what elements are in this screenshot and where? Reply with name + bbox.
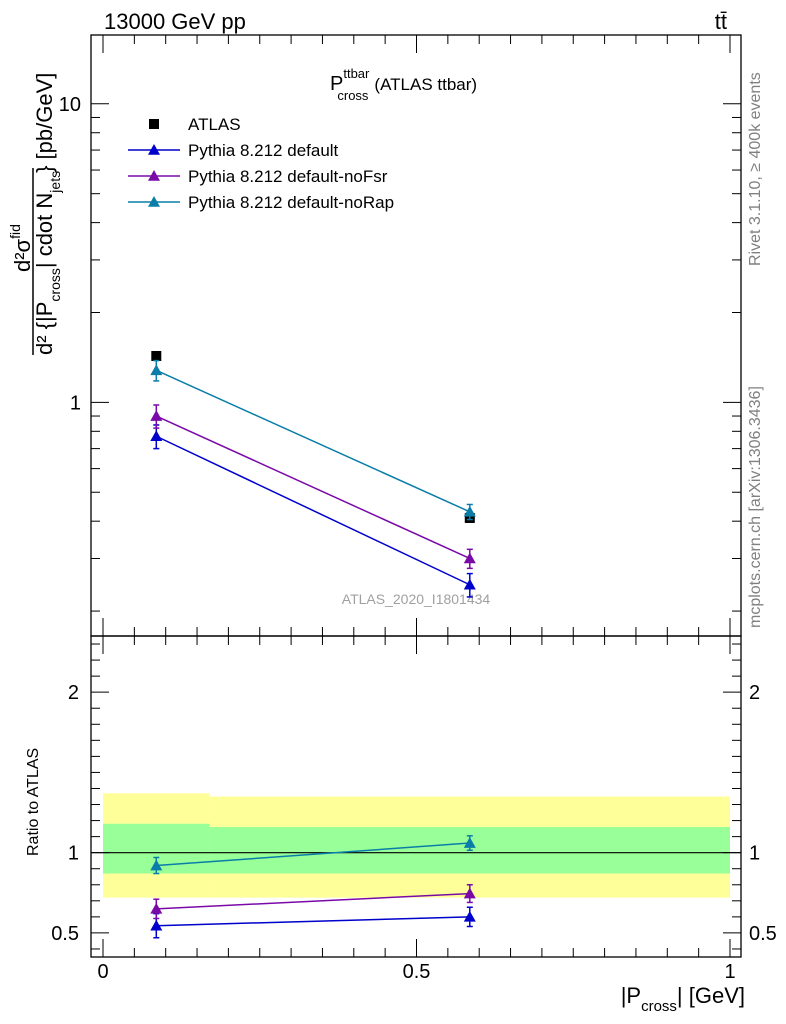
- main-y-axis-label: d²σfid d² {|Pcross| cdot Njets} [pb/GeV]: [7, 73, 63, 355]
- x-tick-label: 0: [97, 961, 108, 983]
- y-label-numerator: d²σfid: [7, 224, 35, 272]
- energy-label: 13000 GeV pp: [104, 9, 246, 34]
- ratio-point-noFsr: [463, 887, 476, 899]
- y-tick-label-main: 1: [70, 392, 81, 414]
- legend-marker-noFsr: [148, 170, 160, 181]
- x-tick-label: 0.5: [403, 961, 431, 983]
- y-label-denominator: d² {|Pcross| cdot Njets} [pb/GeV]: [32, 73, 63, 355]
- series-line-noFsr: [155, 415, 471, 560]
- data-point-noRap: [150, 364, 163, 376]
- ratio-line-noRap: [156, 842, 470, 867]
- ratio-panel: 0 0.5 1 0.5 0.5 1 1 2 2: [51, 635, 777, 983]
- plot-title: Pttbar cross (ATLAS ttbar): [330, 66, 477, 103]
- legend-label-noRap: Pythia 8.212 default-noRap: [188, 193, 394, 212]
- y-tick-label-ratio-right: 1: [749, 843, 760, 865]
- legend-marker-ATLAS: [149, 119, 159, 129]
- series-line-default: [155, 435, 471, 586]
- plot-title-main: P: [330, 73, 343, 95]
- plot-title-sub: cross: [337, 88, 369, 103]
- plot-title-sup: ttbar: [343, 66, 370, 81]
- y-tick-label-ratio: 2: [68, 682, 79, 704]
- plot-title-suffix: (ATLAS ttbar): [374, 75, 477, 94]
- data-point-ATLAS: [151, 350, 162, 361]
- ratio-y-axis-label: Ratio to ATLAS: [25, 748, 42, 856]
- legend: ATLAS Pythia 8.212 default Pythia 8.212 de…: [128, 115, 394, 212]
- ratio-point-noRap: [150, 859, 163, 871]
- legend-label-noFsr: Pythia 8.212 default-noFsr: [188, 167, 388, 186]
- ratio-line-default: [156, 916, 470, 927]
- mcplots-label: mcplots.cern.ch [arXiv:1306.3436]: [747, 386, 764, 628]
- process-label: tt̄: [715, 9, 727, 34]
- rivet-label: Rivet 3.1.10, ≥ 400k events: [747, 72, 764, 266]
- y-tick-label-ratio-right: 0.5: [749, 923, 777, 945]
- y-tick-label-ratio-right: 2: [749, 682, 760, 704]
- series-line-noRap: [155, 369, 471, 513]
- main-panel: 1 10: [59, 34, 742, 637]
- ratio-point-noFsr: [150, 902, 163, 914]
- ratio-line-noFsr: [156, 892, 470, 910]
- y-tick-label-main: 10: [59, 94, 81, 116]
- x-axis-label: |Pcross| [GeV]: [621, 983, 745, 1015]
- ratio-point-noRap: [463, 837, 476, 848]
- legend-label-ATLAS: ATLAS: [188, 115, 241, 134]
- ratio-point-default: [150, 919, 163, 931]
- y-tick-label-ratio: 1: [68, 843, 79, 865]
- y-tick-label-ratio: 0.5: [51, 923, 79, 945]
- data-point-noFsr: [150, 410, 163, 421]
- data-point-noFsr: [463, 552, 476, 564]
- data-point-noRap: [463, 505, 476, 517]
- legend-marker-noRap: [148, 196, 160, 207]
- analysis-watermark: ATLAS_2020_I1801434: [342, 591, 491, 607]
- legend-label-default: Pythia 8.212 default: [188, 141, 339, 160]
- data-point-default: [463, 578, 476, 590]
- x-tick-label: 1: [724, 961, 735, 983]
- legend-marker-default: [148, 144, 160, 155]
- ratio-point-default: [463, 910, 476, 922]
- data-point-default: [150, 430, 163, 442]
